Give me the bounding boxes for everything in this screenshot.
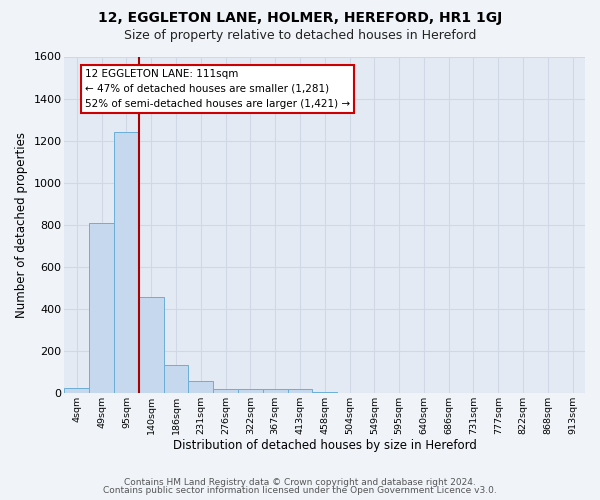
- Bar: [64, 388, 89, 393]
- Text: Size of property relative to detached houses in Hereford: Size of property relative to detached ho…: [124, 29, 476, 42]
- Bar: [287, 389, 313, 393]
- Text: Contains HM Land Registry data © Crown copyright and database right 2024.: Contains HM Land Registry data © Crown c…: [124, 478, 476, 487]
- Bar: [263, 389, 287, 393]
- Bar: [114, 132, 139, 393]
- X-axis label: Distribution of detached houses by size in Hereford: Distribution of detached houses by size …: [173, 440, 476, 452]
- Bar: [238, 389, 263, 393]
- Bar: [213, 389, 238, 393]
- Bar: [313, 392, 337, 393]
- Text: Contains public sector information licensed under the Open Government Licence v3: Contains public sector information licen…: [103, 486, 497, 495]
- Y-axis label: Number of detached properties: Number of detached properties: [15, 132, 28, 318]
- Bar: [164, 366, 188, 393]
- Bar: [139, 297, 164, 393]
- Text: 12 EGGLETON LANE: 111sqm
← 47% of detached houses are smaller (1,281)
52% of sem: 12 EGGLETON LANE: 111sqm ← 47% of detach…: [85, 69, 350, 108]
- Text: 12, EGGLETON LANE, HOLMER, HEREFORD, HR1 1GJ: 12, EGGLETON LANE, HOLMER, HEREFORD, HR1…: [98, 11, 502, 25]
- Bar: [188, 380, 213, 393]
- Bar: [89, 222, 114, 393]
